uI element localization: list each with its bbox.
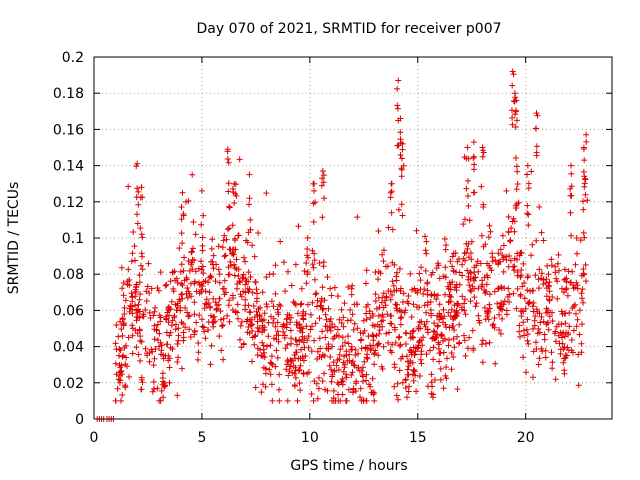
y-tick-label: 0.1 (62, 231, 84, 247)
y-axis-label: SRMTID / TECUs (6, 182, 22, 295)
y-tick-label: 0.08 (53, 267, 84, 283)
x-axis-label: GPS time / hours (290, 458, 407, 474)
y-tick-label: 0 (75, 412, 84, 428)
y-tick-label: 0.2 (62, 50, 84, 66)
x-tick-label: 10 (301, 430, 319, 446)
y-tick-label: 0.06 (53, 303, 84, 319)
x-tick-label: 20 (517, 430, 535, 446)
y-axis: 0 0.02 0.04 0.06 0.08 0.1 0.12 0.14 0.16 0.18 0.2 (53, 50, 612, 428)
x-axis: 0 5 10 15 20 (90, 57, 535, 446)
y-tick-label: 0.04 (53, 340, 84, 356)
y-tick-label: 0.18 (53, 86, 84, 102)
data-points (94, 68, 591, 422)
y-tick-label: 0.14 (53, 159, 84, 175)
y-tick-label: 0.16 (53, 122, 84, 138)
chart-title: Day 070 of 2021, SRMTID for receiver p00… (196, 21, 501, 37)
x-tick-label: 5 (197, 430, 206, 446)
x-tick-label: 15 (409, 430, 427, 446)
y-tick-label: 0.12 (53, 195, 84, 211)
scatter-markers (94, 68, 591, 422)
x-tick-label: 0 (90, 430, 99, 446)
y-tick-label: 0.02 (53, 376, 84, 392)
